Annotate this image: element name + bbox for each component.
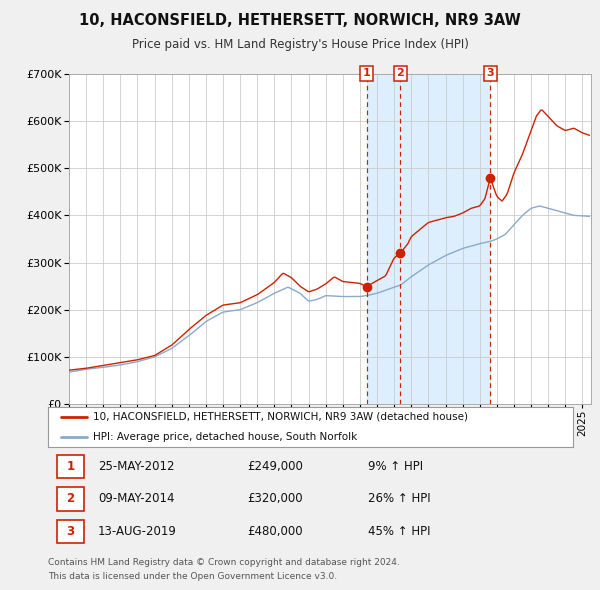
- Text: Contains HM Land Registry data © Crown copyright and database right 2024.: Contains HM Land Registry data © Crown c…: [48, 558, 400, 566]
- FancyBboxPatch shape: [57, 487, 84, 510]
- Bar: [367, 74, 490, 404]
- Text: 10, HACONSFIELD, HETHERSETT, NORWICH, NR9 3AW: 10, HACONSFIELD, HETHERSETT, NORWICH, NR…: [79, 13, 521, 28]
- Text: Price paid vs. HM Land Registry's House Price Index (HPI): Price paid vs. HM Land Registry's House …: [131, 38, 469, 51]
- FancyBboxPatch shape: [57, 520, 84, 543]
- Text: This data is licensed under the Open Government Licence v3.0.: This data is licensed under the Open Gov…: [48, 572, 337, 581]
- Text: £480,000: £480,000: [248, 525, 303, 538]
- Text: £249,000: £249,000: [248, 460, 304, 473]
- Text: 3: 3: [487, 68, 494, 78]
- Text: 2: 2: [397, 68, 404, 78]
- Text: 1: 1: [67, 460, 74, 473]
- Text: £320,000: £320,000: [248, 492, 303, 506]
- Text: 25-MAY-2012: 25-MAY-2012: [98, 460, 175, 473]
- Text: 2: 2: [67, 492, 74, 506]
- Text: 3: 3: [67, 525, 74, 538]
- FancyBboxPatch shape: [57, 455, 84, 478]
- Text: 10, HACONSFIELD, HETHERSETT, NORWICH, NR9 3AW (detached house): 10, HACONSFIELD, HETHERSETT, NORWICH, NR…: [92, 412, 467, 421]
- Text: 13-AUG-2019: 13-AUG-2019: [98, 525, 177, 538]
- Text: 09-MAY-2014: 09-MAY-2014: [98, 492, 175, 506]
- Text: 1: 1: [363, 68, 371, 78]
- Text: 26% ↑ HPI: 26% ↑ HPI: [368, 492, 431, 506]
- Text: 9% ↑ HPI: 9% ↑ HPI: [368, 460, 424, 473]
- Text: HPI: Average price, detached house, South Norfolk: HPI: Average price, detached house, Sout…: [92, 432, 357, 441]
- Text: 45% ↑ HPI: 45% ↑ HPI: [368, 525, 431, 538]
